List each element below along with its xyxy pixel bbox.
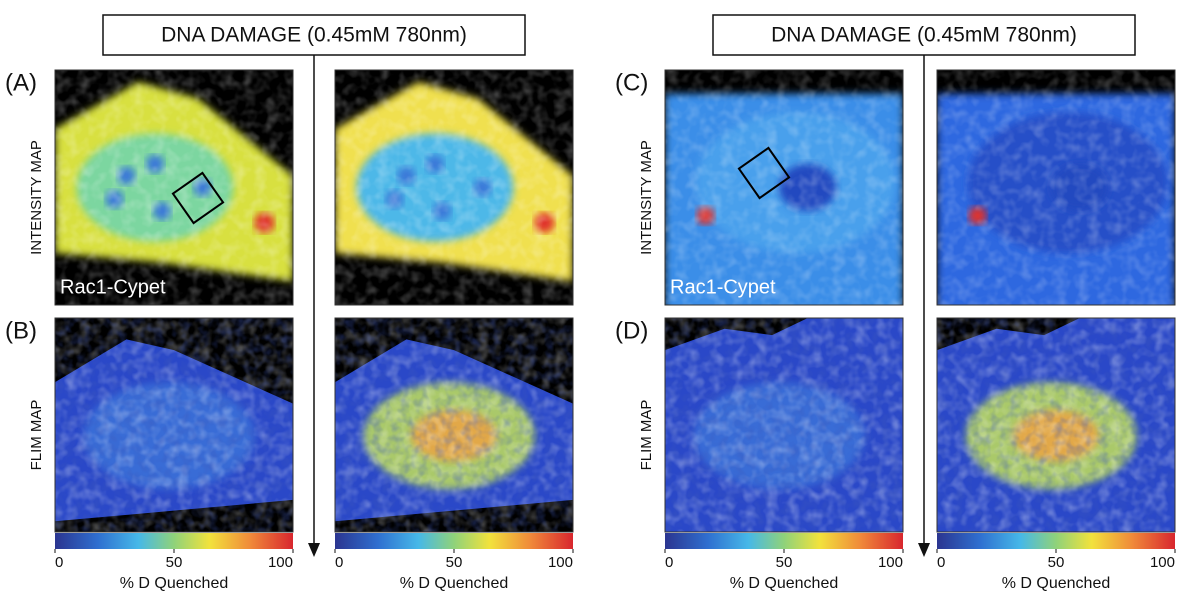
texture-dark	[665, 318, 903, 532]
micrograph	[335, 318, 573, 532]
panel-label: (C)	[615, 69, 648, 96]
micrograph	[665, 318, 903, 532]
colorbar-tick-label: 0	[665, 554, 673, 571]
image-frame	[54, 317, 294, 533]
inset-label: Rac1-Cypet	[670, 276, 776, 298]
micrograph	[937, 70, 1175, 305]
micrograph	[335, 70, 573, 305]
colorbar-tick-label: 50	[446, 554, 463, 571]
colorbar	[55, 533, 293, 549]
texture	[937, 70, 1175, 305]
colorbar-tick-label: 100	[268, 554, 293, 571]
colorbar-title: % D Quenched	[1002, 575, 1111, 592]
panel-label: (D)	[615, 317, 648, 344]
arrow-head	[308, 543, 320, 557]
colorbar-title: % D Quenched	[730, 575, 839, 592]
image-frame	[936, 69, 1176, 306]
roi-box	[171, 171, 225, 225]
colorbar-tick-label: 0	[937, 554, 945, 571]
texture-dark	[937, 318, 1175, 532]
image-frame	[334, 69, 574, 306]
texture-dark	[55, 318, 293, 532]
image-frame	[54, 69, 294, 306]
row-label: INTENSITY MAP	[638, 140, 655, 255]
image-frame	[664, 69, 904, 306]
colorbar-tick-label: 0	[55, 554, 63, 571]
header-box	[102, 14, 526, 56]
texture	[665, 70, 903, 305]
inset-label: Rac1-Cypet	[60, 276, 166, 298]
micrograph	[55, 318, 293, 532]
image-frame	[936, 317, 1176, 533]
panel-label: (B)	[5, 317, 37, 344]
colorbar-tick-label: 50	[166, 554, 183, 571]
texture	[55, 70, 293, 305]
micrograph	[55, 70, 293, 305]
arrow-head	[918, 543, 930, 557]
panel-label: (A)	[5, 69, 37, 96]
micrograph	[937, 318, 1175, 532]
image-frame	[664, 317, 904, 533]
colorbar	[335, 533, 573, 549]
colorbar	[937, 533, 1175, 549]
colorbar-title: % D Quenched	[120, 575, 229, 592]
row-label: FLIM MAP	[638, 400, 655, 471]
colorbar-tick-label: 50	[776, 554, 793, 571]
colorbar-tick-label: 50	[1048, 554, 1065, 571]
micrograph	[665, 70, 903, 305]
colorbar	[665, 533, 903, 549]
colorbar-tick-label: 100	[548, 554, 573, 571]
colorbar-tick-label: 100	[878, 554, 903, 571]
texture	[335, 70, 573, 305]
colorbar-tick-label: 100	[1150, 554, 1175, 571]
header-box	[712, 14, 1136, 56]
row-label: INTENSITY MAP	[28, 140, 45, 255]
header: DNA DAMAGE (0.45mM 780nm)	[161, 24, 467, 47]
row-label: FLIM MAP	[28, 400, 45, 471]
colorbar-title: % D Quenched	[400, 575, 509, 592]
image-frame	[334, 317, 574, 533]
colorbar-tick-label: 0	[335, 554, 343, 571]
texture-dark	[335, 318, 573, 532]
header: DNA DAMAGE (0.45mM 780nm)	[771, 24, 1077, 47]
roi-box	[737, 146, 791, 200]
